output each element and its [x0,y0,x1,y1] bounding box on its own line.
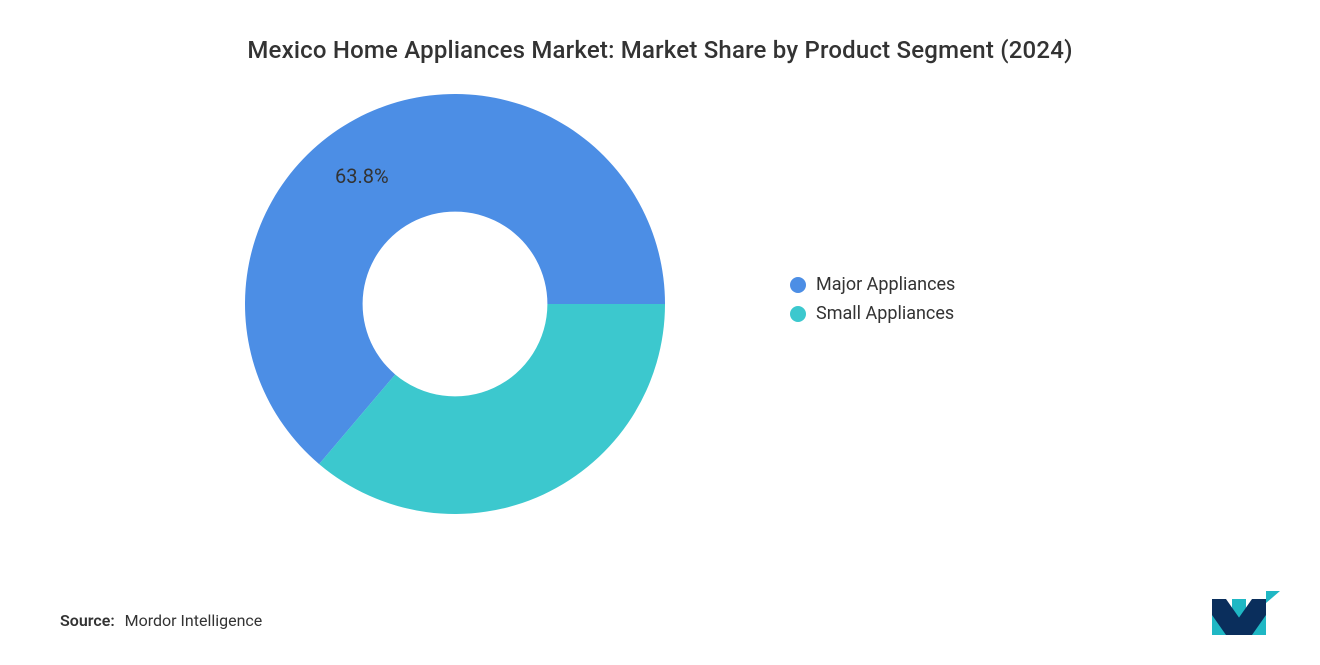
chart-area: 63.8% Major Appliances Small Appliances [60,84,1260,564]
legend-item-1: Small Appliances [790,303,955,324]
donut-slice-1 [319,304,665,514]
source-line: Source: Mordor Intelligence [60,611,262,630]
legend-label: Major Appliances [816,274,955,295]
slice-pct-label: 63.8% [335,164,389,188]
legend-swatch [790,306,806,322]
source-prefix: Source: [60,611,115,630]
brand-logo [1210,589,1280,635]
legend-swatch [790,277,806,293]
legend: Major Appliances Small Appliances [790,274,955,332]
chart-title: Mexico Home Appliances Market: Market Sh… [60,36,1260,64]
legend-label: Small Appliances [816,303,954,324]
donut-chart [235,84,675,524]
chart-container: Mexico Home Appliances Market: Market Sh… [0,0,1320,665]
legend-item-0: Major Appliances [790,274,955,295]
source-text: Mordor Intelligence [125,611,263,630]
